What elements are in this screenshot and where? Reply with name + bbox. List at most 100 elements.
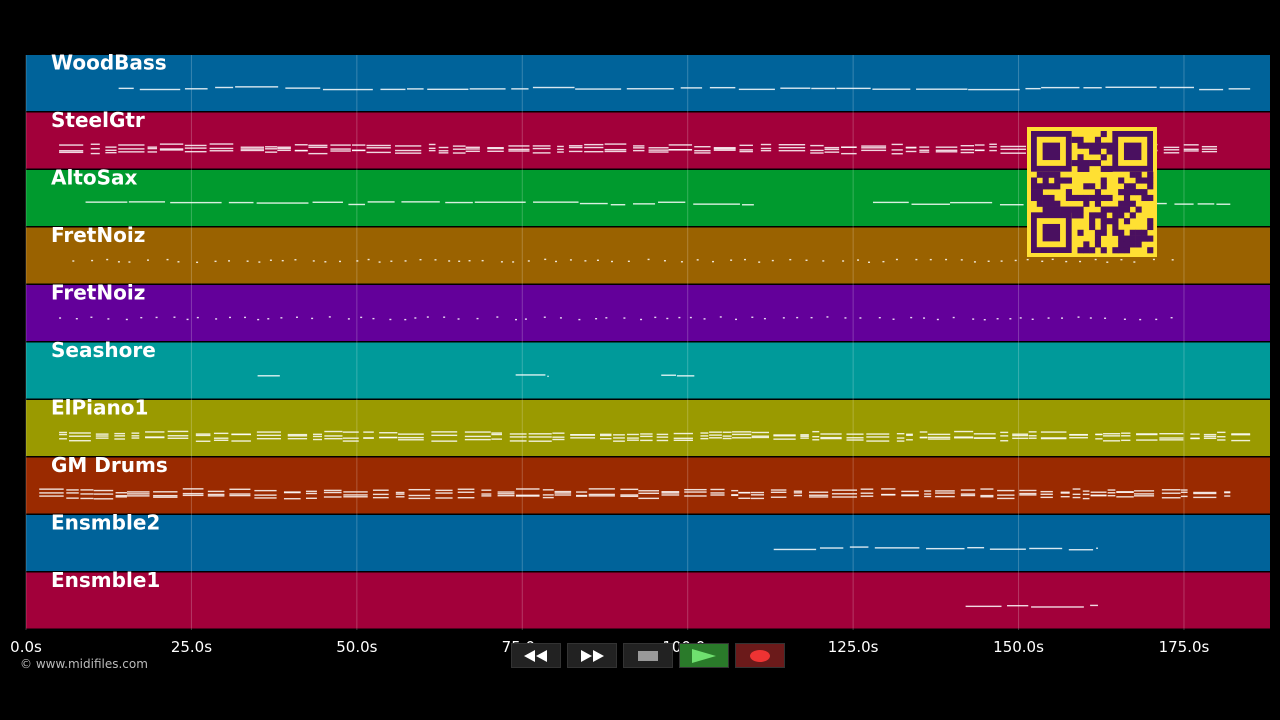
note-mark xyxy=(59,317,62,319)
note-mark xyxy=(312,260,315,262)
note-mark xyxy=(849,546,869,548)
track-lane[interactable] xyxy=(26,572,1270,629)
note-mark xyxy=(846,437,864,439)
note-mark xyxy=(508,145,530,147)
note-mark xyxy=(1094,258,1097,261)
note-mark xyxy=(656,439,669,442)
note-mark xyxy=(610,204,626,206)
note-mark xyxy=(919,151,930,153)
note-mark xyxy=(960,144,975,147)
note-mark xyxy=(209,150,234,152)
note-mark xyxy=(380,88,406,91)
note-mark xyxy=(372,317,375,320)
track-lane[interactable] xyxy=(26,400,1270,456)
note-mark xyxy=(435,497,453,499)
note-mark xyxy=(773,438,796,440)
note-mark xyxy=(389,318,392,321)
note-mark xyxy=(924,495,932,498)
note-mark xyxy=(627,260,630,263)
note-mark xyxy=(1231,439,1251,442)
note-mark xyxy=(1180,491,1188,493)
note-mark xyxy=(866,433,890,435)
note-mark xyxy=(115,494,127,497)
note-mark xyxy=(859,317,862,319)
time-tick-label: 25.0s xyxy=(171,638,212,656)
note-mark xyxy=(1019,492,1037,495)
note-mark xyxy=(906,434,913,436)
note-mark xyxy=(481,259,484,262)
note-mark xyxy=(1065,260,1068,263)
note-mark xyxy=(1051,258,1054,261)
note-mark xyxy=(923,317,926,319)
note-mark xyxy=(1068,549,1094,551)
note-mark xyxy=(464,435,491,438)
fast-forward-button[interactable] xyxy=(567,643,617,668)
note-mark xyxy=(491,433,502,436)
note-mark xyxy=(515,488,540,490)
note-mark xyxy=(508,148,530,151)
note-mark xyxy=(95,435,109,437)
note-mark xyxy=(557,151,564,153)
note-mark xyxy=(713,149,736,151)
note-mark xyxy=(474,201,526,203)
stop-button[interactable] xyxy=(623,643,673,668)
note-mark xyxy=(372,496,389,499)
note-mark xyxy=(265,151,278,153)
note-mark xyxy=(469,88,506,90)
note-mark xyxy=(419,258,422,261)
note-mark xyxy=(831,489,858,491)
note-mark xyxy=(1041,260,1044,263)
note-mark xyxy=(1159,437,1184,439)
note-mark xyxy=(824,146,840,149)
note-mark xyxy=(684,488,707,491)
time-tick-label: 150.0s xyxy=(993,638,1044,656)
rewind-button[interactable] xyxy=(511,643,561,668)
note-mark xyxy=(552,438,565,441)
note-mark xyxy=(330,144,351,146)
track-lane[interactable] xyxy=(26,55,1270,111)
note-mark xyxy=(457,318,460,320)
note-mark xyxy=(491,432,502,434)
note-mark xyxy=(524,318,527,320)
play-button[interactable] xyxy=(679,643,729,668)
note-mark xyxy=(866,436,890,438)
note-mark xyxy=(401,201,440,203)
note-mark xyxy=(568,146,583,149)
note-mark xyxy=(989,143,997,145)
note-mark xyxy=(860,495,874,497)
track-lane[interactable] xyxy=(26,285,1270,341)
note-mark xyxy=(515,495,540,497)
note-mark xyxy=(465,150,480,153)
note-mark xyxy=(770,496,787,498)
note-mark xyxy=(532,152,551,154)
track-lane[interactable] xyxy=(26,457,1270,514)
note-mark xyxy=(229,494,251,497)
track-lane[interactable] xyxy=(26,342,1270,399)
note-mark xyxy=(281,259,284,262)
note-mark xyxy=(1107,489,1116,491)
note-mark xyxy=(105,146,117,148)
note-mark xyxy=(66,497,79,499)
note-mark xyxy=(1012,434,1029,437)
note-mark xyxy=(379,436,398,439)
note-mark xyxy=(1060,492,1070,494)
note-mark xyxy=(844,317,847,319)
note-mark xyxy=(1161,489,1181,491)
note-mark xyxy=(452,152,466,154)
note-mark xyxy=(379,432,398,434)
note-mark xyxy=(330,150,351,152)
note-mark xyxy=(324,437,343,440)
track-lane[interactable] xyxy=(26,515,1270,571)
note-mark xyxy=(491,438,502,440)
note-mark xyxy=(457,491,475,493)
note-mark xyxy=(555,260,558,263)
note-mark xyxy=(822,260,825,262)
note-mark xyxy=(846,433,864,435)
note-mark xyxy=(1193,496,1217,499)
record-button[interactable] xyxy=(735,643,785,668)
note-mark xyxy=(599,438,612,440)
note-mark xyxy=(689,316,692,319)
note-mark xyxy=(974,149,985,152)
note-mark xyxy=(1139,318,1142,321)
